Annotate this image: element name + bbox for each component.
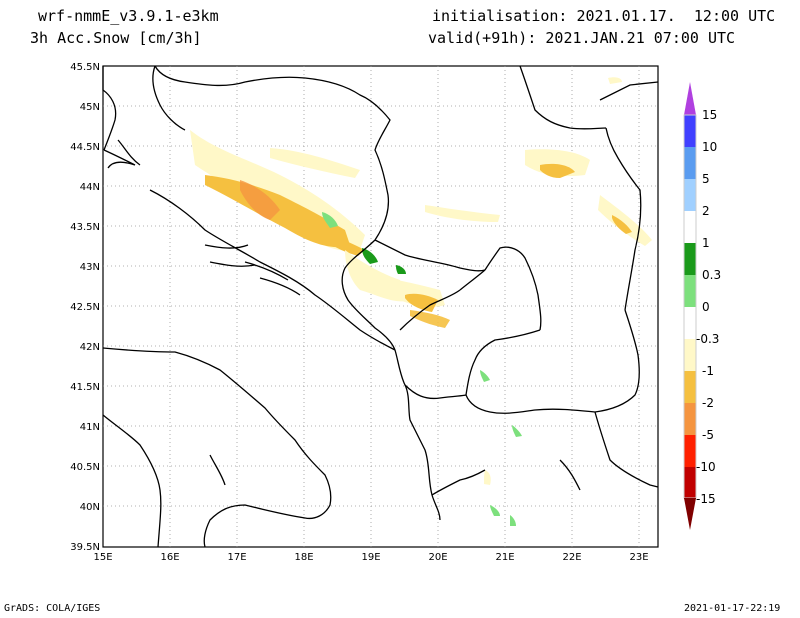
colorbar-label: 0.3 xyxy=(702,268,721,282)
colorbar-label: 2 xyxy=(702,204,710,218)
colorbar: 15 10 5 2 1 0.3 0 -0.3 -1 -2 -5 -10 -15 xyxy=(683,82,721,530)
init-time: initialisation: 2021.01.17. 12:00 UTC xyxy=(432,7,776,25)
lat-label: 42N xyxy=(80,342,100,353)
colorbar-label: 1 xyxy=(702,236,710,250)
colorbar-label: 5 xyxy=(702,172,710,186)
lon-label: 20E xyxy=(428,552,447,563)
colorbar-swatch xyxy=(684,435,696,467)
lon-label: 18E xyxy=(294,552,313,563)
colorbar-swatch xyxy=(684,211,696,243)
lat-label: 40.5N xyxy=(70,462,100,473)
colorbar-swatch xyxy=(684,275,696,307)
lon-label: 22E xyxy=(562,552,581,563)
lon-label: 21E xyxy=(495,552,514,563)
map-figure: 45.5N 45N 44.5N 44N 43.5N 43N 42.5N 42N … xyxy=(70,62,721,563)
colorbar-label: -0.3 xyxy=(696,332,719,346)
lat-label: 43.5N xyxy=(70,222,100,233)
colorbar-label: -2 xyxy=(702,396,714,410)
lat-label: 39.5N xyxy=(70,542,100,553)
colorbar-swatch xyxy=(684,115,696,147)
colorbar-bottom-arrow xyxy=(684,498,696,530)
colorbar-swatch xyxy=(684,147,696,179)
colorbar-swatch xyxy=(684,467,696,499)
footer-credit: GrADS: COLA/IGES xyxy=(4,603,101,614)
colorbar-top-arrow xyxy=(684,82,696,115)
lat-label: 43N xyxy=(80,262,100,273)
field-title: 3h Acc.Snow [cm/3h] xyxy=(30,29,202,47)
lat-label: 42.5N xyxy=(70,302,100,313)
lon-axis: 15E 16E 17E 18E 19E 20E 21E 22E 23E xyxy=(93,552,648,563)
colorbar-label: 15 xyxy=(702,108,717,122)
colorbar-label: 0 xyxy=(702,300,710,314)
lon-label: 23E xyxy=(629,552,648,563)
lon-label: 17E xyxy=(227,552,246,563)
coastlines-borders xyxy=(102,65,659,548)
lat-label: 44.5N xyxy=(70,142,100,153)
colorbar-swatch xyxy=(684,243,696,275)
footer-timestamp: 2021-01-17-22:19 xyxy=(684,603,781,614)
lon-label: 15E xyxy=(93,552,112,563)
colorbar-swatch xyxy=(684,339,696,371)
colorbar-label: -1 xyxy=(702,364,714,378)
colorbar-labels: 15 10 5 2 1 0.3 0 -0.3 -1 -2 -5 -10 -15 xyxy=(696,108,721,506)
lon-label: 16E xyxy=(160,552,179,563)
colorbar-swatch xyxy=(684,371,696,403)
lat-label: 45N xyxy=(80,102,100,113)
snow-shading xyxy=(190,77,652,526)
colorbar-label: -10 xyxy=(696,460,716,474)
lat-label: 41N xyxy=(80,422,100,433)
lat-label: 41.5N xyxy=(70,382,100,393)
colorbar-swatch xyxy=(684,403,696,435)
colorbar-label: 10 xyxy=(702,140,717,154)
lon-label: 19E xyxy=(361,552,380,563)
map-panel: 45.5N 45N 44.5N 44N 43.5N 43N 42.5N 42N … xyxy=(70,62,659,563)
model-title: wrf-nmmE_v3.9.1-e3km xyxy=(38,7,219,25)
lat-label: 45.5N xyxy=(70,62,100,73)
valid-time: valid(+91h): 2021.JAN.21 07:00 UTC xyxy=(428,29,736,47)
colorbar-swatch xyxy=(684,307,696,339)
colorbar-label: -5 xyxy=(702,428,714,442)
colorbar-swatch xyxy=(684,179,696,211)
colorbar-label: -15 xyxy=(696,492,716,506)
lat-axis: 45.5N 45N 44.5N 44N 43.5N 43N 42.5N 42N … xyxy=(70,62,100,553)
colorbar-swatches xyxy=(683,114,697,499)
lat-label: 40N xyxy=(80,502,100,513)
lat-label: 44N xyxy=(80,182,100,193)
